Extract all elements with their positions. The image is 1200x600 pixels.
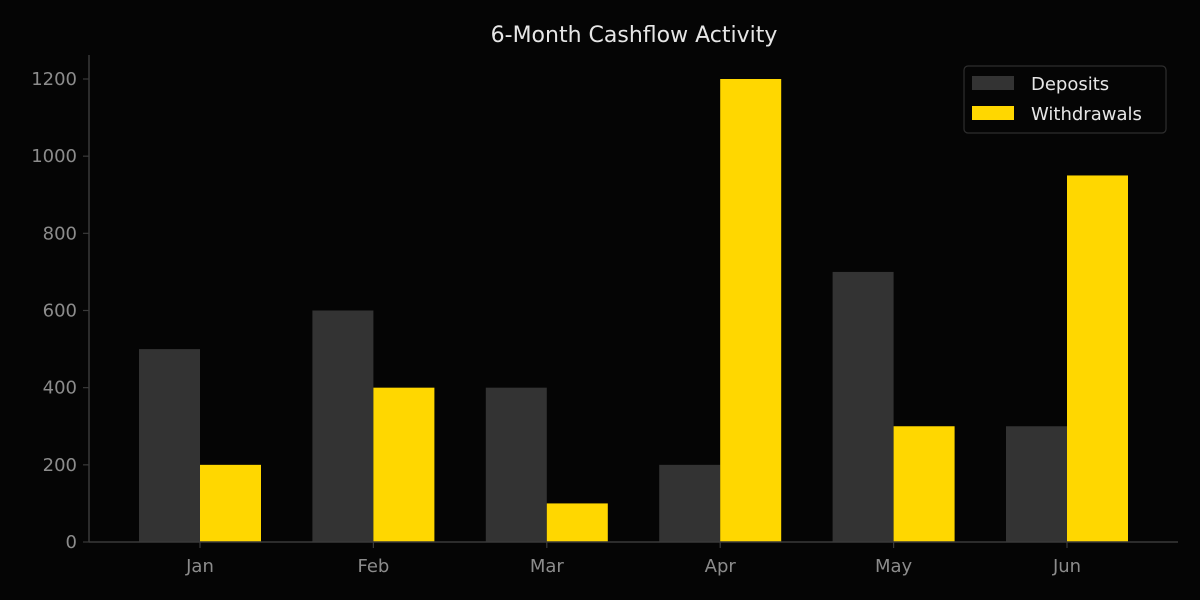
x-tick-label: Jan	[185, 556, 214, 577]
y-tick-label: 600	[43, 301, 77, 322]
y-tick-label: 0	[66, 532, 77, 553]
y-axis: 0 200 400 600 800 1000 1200	[31, 55, 90, 553]
x-tick-label: Apr	[705, 556, 737, 577]
x-tick-label: Mar	[530, 556, 565, 577]
bar-deposits-may	[832, 271, 894, 542]
bar-withdrawals-may	[893, 426, 955, 542]
bar-withdrawals-feb	[373, 387, 435, 542]
y-tick-label: 1000	[31, 146, 77, 167]
legend-swatch-deposits	[972, 76, 1014, 90]
x-tick-label: Feb	[357, 556, 389, 577]
legend-label-withdrawals: Withdrawals	[1031, 104, 1142, 125]
x-tick-label: Jun	[1052, 556, 1081, 577]
x-tick-label: May	[875, 556, 913, 577]
bar-deposits-jan	[139, 349, 200, 542]
y-tick-label: 800	[43, 223, 77, 244]
y-tick-label: 400	[43, 378, 77, 399]
bar-deposits-apr	[659, 464, 721, 542]
bar-withdrawals-jan	[200, 464, 261, 542]
x-axis: Jan Feb Mar Apr May Jun	[89, 541, 1178, 577]
legend-swatch-withdrawals	[972, 106, 1014, 120]
chart-title: 6-Month Cashflow Activity	[491, 23, 778, 48]
bar-withdrawals-mar	[546, 503, 608, 542]
legend-label-deposits: Deposits	[1031, 74, 1109, 95]
y-tick-label: 1200	[31, 69, 77, 90]
y-tick-label: 200	[43, 455, 77, 476]
legend: Deposits Withdrawals	[963, 65, 1167, 134]
legend-box	[963, 65, 1167, 134]
bars-group	[139, 79, 1128, 543]
bar-deposits-mar	[485, 387, 547, 542]
bar-deposits-feb	[312, 310, 374, 542]
bar-withdrawals-apr	[720, 79, 782, 542]
bar-deposits-jun	[1006, 426, 1067, 542]
bar-withdrawals-jun	[1067, 175, 1128, 543]
